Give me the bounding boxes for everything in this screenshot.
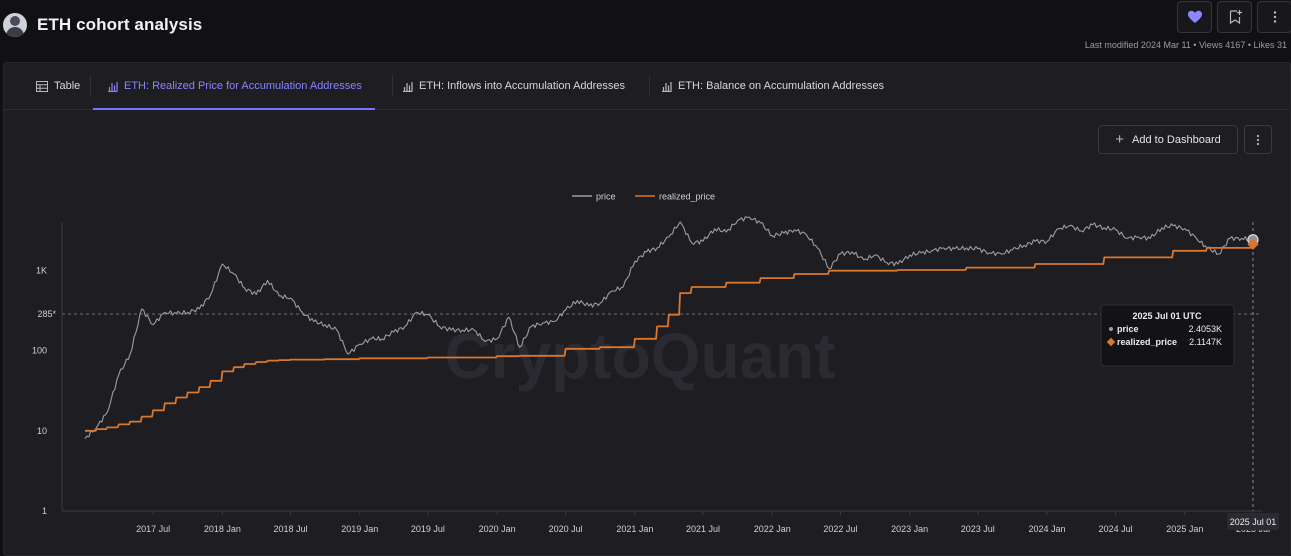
x-tick-label: 2018 Jan [204, 524, 241, 534]
crosshair-x-label: 2025 Jul 01 [1226, 513, 1279, 530]
tooltip-price-swatch [1109, 327, 1113, 331]
tab-table-label: Table [54, 80, 81, 92]
page-title: ETH cohort analysis [37, 15, 203, 34]
table-icon [36, 80, 48, 92]
series-price-line[interactable] [84, 216, 1254, 439]
tooltip-realized-name: realized_price [1117, 337, 1177, 347]
crosshair-x-label-box [1226, 513, 1279, 530]
tooltip-box [1100, 304, 1235, 367]
tab-balance[interactable]: ETH: Balance on Accumulation Addresses [661, 63, 884, 109]
x-tick-label: 2019 Jan [341, 524, 378, 534]
x-tick-label: 2018 Jul [273, 524, 307, 534]
crosshair-x-label-text: 2025 Jul 01 [1230, 517, 1277, 527]
tab-realized-price-label: ETH: Realized Price for Accumulation Add… [124, 80, 362, 92]
bar-chart-icon [108, 81, 118, 92]
add-to-dashboard-button[interactable]: + Add to Dashboard [1098, 125, 1238, 154]
heart-icon [1187, 10, 1202, 23]
vertical-dots-icon [1273, 11, 1276, 23]
tab-divider [90, 75, 91, 97]
bar-chart-icon [403, 81, 413, 92]
chart-more-button[interactable] [1244, 125, 1272, 154]
tab-divider [392, 75, 393, 97]
tooltip-realized-value: 2.1147K [1189, 337, 1222, 347]
realized-price-hover-point[interactable] [1247, 238, 1259, 250]
tooltip-title: 2025 Jul 01 UTC [1132, 311, 1202, 321]
x-tick-label: 2021 Jan [616, 524, 653, 534]
page-meta: Last modified 2024 Mar 11 • Views 4167 •… [1084, 40, 1287, 50]
tooltip-price-name: price [1117, 324, 1139, 334]
tooltip-realized-swatch [1106, 337, 1116, 347]
like-button[interactable] [1177, 1, 1212, 33]
y-tick-label: 1K [36, 265, 47, 275]
y-marker-label: 285* [37, 309, 56, 319]
x-tick-label: 2022 Jul [823, 524, 857, 534]
tab-inflows-label: ETH: Inflows into Accumulation Addresses [419, 80, 626, 92]
more-options-button[interactable] [1257, 1, 1291, 33]
add-to-dashboard-label: Add to Dashboard [1132, 133, 1221, 146]
bar-chart-icon [662, 81, 672, 92]
x-tick-label: 2020 Jul [549, 524, 583, 534]
y-tick-label: 1 [42, 506, 47, 516]
series-realized-price-line[interactable] [85, 243, 1254, 432]
tab-balance-label: ETH: Balance on Accumulation Addresses [678, 80, 885, 92]
x-tick-label: 2021 Jul [686, 524, 720, 534]
y-tick-label: 100 [32, 346, 47, 356]
tab-divider [649, 75, 650, 97]
tab-table[interactable]: Table [36, 63, 80, 109]
x-tick-label: 2024 Jul [1099, 524, 1133, 534]
x-tick-label: 2020 Jan [479, 524, 516, 534]
top-bar: ETH cohort analysis Last modified 2024 M… [0, 0, 1291, 60]
y-tick-label: 10 [37, 426, 47, 436]
bookmark-add-button[interactable] [1217, 1, 1252, 33]
vertical-dots-icon [1256, 134, 1260, 145]
legend-realized-label[interactable]: realized_price [659, 192, 715, 202]
x-tick-label: 2024 Jan [1029, 524, 1066, 534]
legend-price-label[interactable]: price [596, 192, 616, 202]
chart-card: Table ETH: Realized Price for Accumulati… [3, 62, 1291, 556]
x-tick-label: 2023 Jan [891, 524, 928, 534]
chart-legend[interactable]: price realized_price [572, 192, 715, 202]
tab-realized-price[interactable]: ETH: Realized Price for Accumulation Add… [93, 63, 375, 110]
bookmark-plus-icon [1229, 10, 1242, 25]
plus-icon: + [1115, 131, 1125, 148]
tab-bar: Table ETH: Realized Price for Accumulati… [4, 63, 1290, 110]
y-axis-ticks: 1 10 100 1K [32, 265, 47, 516]
tab-inflows[interactable]: ETH: Inflows into Accumulation Addresses [402, 63, 625, 109]
avatar-head-shape [10, 16, 20, 26]
chart-tooltip: 2025 Jul 01 UTC price 2.4053K realized_p… [1100, 304, 1235, 367]
x-tick-label: 2017 Jul [136, 524, 170, 534]
x-tick-label: 2022 Jan [754, 524, 791, 534]
x-tick-label: 2025 Jan [1166, 524, 1203, 534]
avatar[interactable] [3, 13, 27, 37]
x-tick-label: 2023 Jul [961, 524, 995, 534]
tooltip-price-value: 2.4053K [1188, 324, 1222, 334]
x-axis-ticks: 2017 Jul 2018 Jan 2018 Jul 2019 Jan 2019 Jul… [136, 511, 1270, 534]
x-tick-label: 2019 Jul [411, 524, 445, 534]
avatar-body-shape [6, 27, 24, 37]
